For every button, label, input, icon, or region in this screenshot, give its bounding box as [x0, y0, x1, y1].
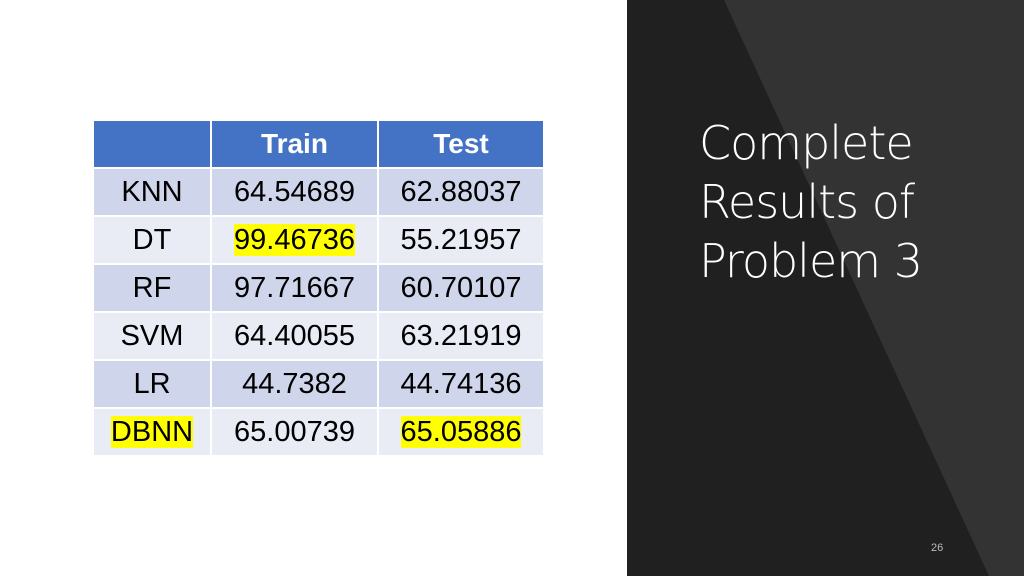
cell-train: 64.40055 — [210, 311, 379, 361]
train-value: 64.54689 — [234, 175, 355, 208]
title-line: Complete — [699, 116, 914, 170]
header-row: Train Test — [92, 119, 545, 169]
train-value: 44.7382 — [242, 367, 347, 400]
train-value: 99.46736 — [234, 223, 355, 256]
cell-test: 63.21919 — [377, 311, 545, 361]
model-value: SVM — [120, 319, 184, 352]
table-row: KNN 64.54689 62.88037 — [92, 167, 545, 217]
model-value: KNN — [121, 175, 183, 208]
title-panel — [627, 0, 1024, 576]
cell-model: KNN — [92, 167, 212, 217]
results-table: Train Test KNN 64.54689 62.88037 DT 99.46736… — [92, 119, 545, 457]
title-line: Results of — [699, 175, 915, 229]
cell-test: 44.74136 — [377, 359, 545, 409]
train-value: 97.71667 — [234, 271, 355, 304]
table-row: DT 99.46736 55.21957 — [92, 215, 545, 265]
cell-test: 65.05886 — [377, 407, 545, 457]
model-value: RF — [132, 271, 172, 304]
train-value: 64.40055 — [234, 319, 355, 352]
test-value: 55.21957 — [400, 223, 522, 256]
train-value: 65.00739 — [234, 415, 355, 448]
header-empty — [92, 119, 212, 169]
cell-train: 97.71667 — [210, 263, 379, 313]
test-value: 63.21919 — [400, 319, 522, 352]
cell-train: 64.54689 — [210, 167, 379, 217]
cell-train: 65.00739 — [210, 407, 379, 457]
cell-model: RF — [92, 263, 212, 313]
test-value: 65.05886 — [400, 415, 522, 448]
table-row: DBNN 65.00739 65.05886 — [92, 407, 545, 457]
model-value: LR — [133, 367, 171, 400]
cell-train: 44.7382 — [210, 359, 379, 409]
cell-model: DT — [92, 215, 212, 265]
cell-test: 62.88037 — [377, 167, 545, 217]
table-row: LR 44.7382 44.74136 — [92, 359, 545, 409]
table-row: RF 97.71667 60.70107 — [92, 263, 545, 313]
cell-model: SVM — [92, 311, 212, 361]
test-value: 62.88037 — [400, 175, 522, 208]
page-number: 26 — [931, 542, 944, 554]
model-value: DBNN — [110, 415, 194, 448]
cell-test: 60.70107 — [377, 263, 545, 313]
diagonal-decoration — [724, 0, 1024, 576]
cell-model: DBNN — [92, 407, 212, 457]
table-row: SVM 64.40055 63.21919 — [92, 311, 545, 361]
test-value: 60.70107 — [400, 271, 522, 304]
cell-model: LR — [92, 359, 212, 409]
cell-test: 55.21957 — [377, 215, 545, 265]
model-value: DT — [132, 223, 172, 256]
title-line: Problem 3 — [699, 234, 923, 288]
test-value: 44.74136 — [400, 367, 522, 400]
slide-title: Complete Results of Problem 3 — [699, 114, 923, 291]
header-test: Test — [377, 119, 545, 169]
cell-train: 99.46736 — [210, 215, 379, 265]
header-train: Train — [210, 119, 379, 169]
